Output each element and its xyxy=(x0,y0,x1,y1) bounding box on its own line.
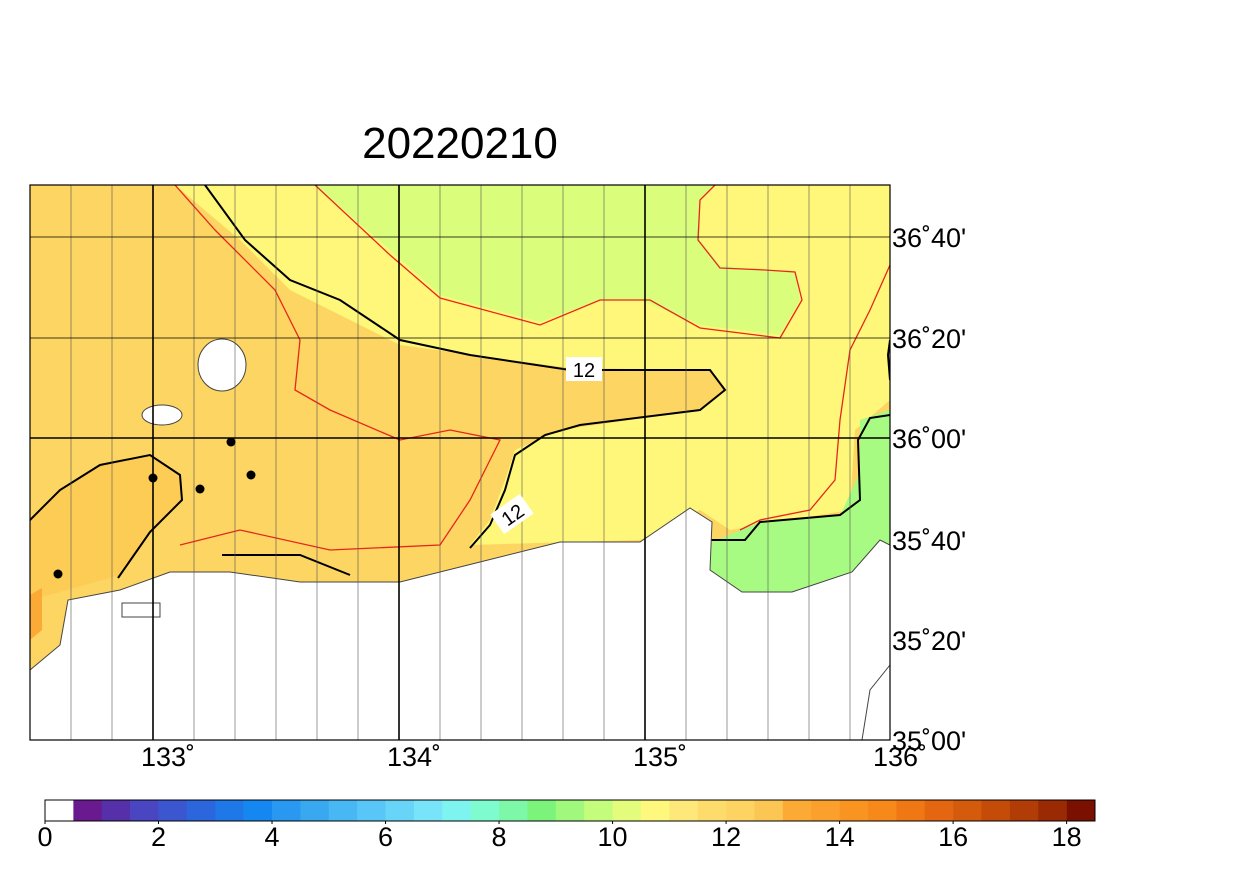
colorbar-swatch xyxy=(328,800,358,821)
colorbar-swatch xyxy=(442,800,471,821)
colorbar-swatch xyxy=(243,800,273,821)
colorbar-swatch xyxy=(726,800,755,821)
colorbar-swatch xyxy=(640,800,670,821)
colorbar-swatch xyxy=(1009,800,1039,821)
colorbar-label: 14 xyxy=(825,822,855,852)
contour xyxy=(204,185,727,549)
contour xyxy=(739,264,890,531)
lat-label: 35˚00' xyxy=(892,726,966,756)
map-frame xyxy=(29,184,891,741)
colorbar-swatch xyxy=(300,800,330,821)
colorbar-swatch xyxy=(924,800,954,821)
lon-label: 135˚ xyxy=(633,742,687,772)
contour xyxy=(222,554,351,576)
contour xyxy=(174,185,501,551)
colorbar-swatch xyxy=(782,800,812,821)
colorbar-swatch xyxy=(101,800,131,821)
colorbar-swatch xyxy=(470,800,500,821)
sst-region xyxy=(30,455,182,600)
colorbar-swatch xyxy=(357,800,386,821)
lat-label: 35˚40' xyxy=(892,526,966,556)
colorbar-label: 6 xyxy=(378,822,393,852)
colorbar-swatch xyxy=(158,800,188,821)
sst-region xyxy=(30,588,42,640)
title: 20220210 xyxy=(362,119,558,168)
colorbar-swatch xyxy=(130,800,159,821)
colorbar-swatch xyxy=(754,800,784,821)
colorbar-swatch xyxy=(1038,800,1067,821)
colorbar-swatch xyxy=(527,800,557,821)
colorbar-swatch xyxy=(215,800,244,821)
colorbar-swatch xyxy=(697,800,727,821)
colorbar-swatch xyxy=(981,800,1011,821)
colorbar-swatch xyxy=(186,800,216,821)
station xyxy=(53,569,63,579)
colorbar-label: 12 xyxy=(711,822,741,852)
colorbar-swatch xyxy=(953,800,982,821)
colorbar-label: 16 xyxy=(938,822,968,852)
contour-label-bg xyxy=(566,357,602,381)
colorbar-swatch xyxy=(839,800,869,821)
station xyxy=(246,470,256,480)
contour xyxy=(30,453,184,579)
colorbar-swatch xyxy=(272,800,301,821)
colorbar: 0 2 4 6 8 10 12 14 16 18 xyxy=(37,799,1096,852)
station xyxy=(226,437,236,447)
colorbar-swatch xyxy=(867,800,897,821)
colorbar-frame xyxy=(44,799,1096,822)
lon-label: 136˚ xyxy=(873,742,927,772)
map-field: 12 12 xyxy=(30,185,890,740)
colorbar-label: 0 xyxy=(37,822,52,852)
lat-label: 36˚40' xyxy=(892,223,966,253)
island xyxy=(141,404,183,426)
coast xyxy=(861,664,890,740)
colorbar-swatch xyxy=(45,800,74,821)
sst-region xyxy=(315,185,800,335)
colorbar-swatch xyxy=(73,800,103,821)
colorbar-swatch xyxy=(584,800,613,821)
colorbar-label: 10 xyxy=(598,822,628,852)
colorbar-label: 2 xyxy=(151,822,166,852)
station xyxy=(195,484,205,494)
colorbar-swatch xyxy=(499,800,528,821)
colorbar-swatch xyxy=(811,800,840,821)
land xyxy=(30,507,890,740)
colorbar-swatch xyxy=(669,800,699,821)
colorbar-swatch xyxy=(385,800,415,821)
colorbar-label: 18 xyxy=(1052,822,1082,852)
colorbar-swatch xyxy=(555,800,585,821)
lat-label: 36˚00' xyxy=(892,424,966,454)
lat-label: 36˚20' xyxy=(892,324,966,354)
contour-label: 12 xyxy=(573,360,595,382)
colorbar-swatch xyxy=(896,800,926,821)
colorbar-label: 4 xyxy=(265,822,280,852)
lake xyxy=(121,602,161,618)
lon-label: 133˚ xyxy=(141,742,195,772)
colorbar-swatch xyxy=(413,800,443,821)
colorbar-swatch xyxy=(1066,800,1096,821)
sst-region xyxy=(705,410,890,600)
station xyxy=(148,473,158,483)
colorbar-swatch xyxy=(612,800,642,821)
contour-label-bg xyxy=(490,493,534,535)
lat-label: 35˚20' xyxy=(892,626,966,656)
grid xyxy=(30,185,890,740)
lon-label: 134˚ xyxy=(387,742,441,772)
island xyxy=(197,338,247,392)
colorbar-label: 8 xyxy=(492,822,507,852)
